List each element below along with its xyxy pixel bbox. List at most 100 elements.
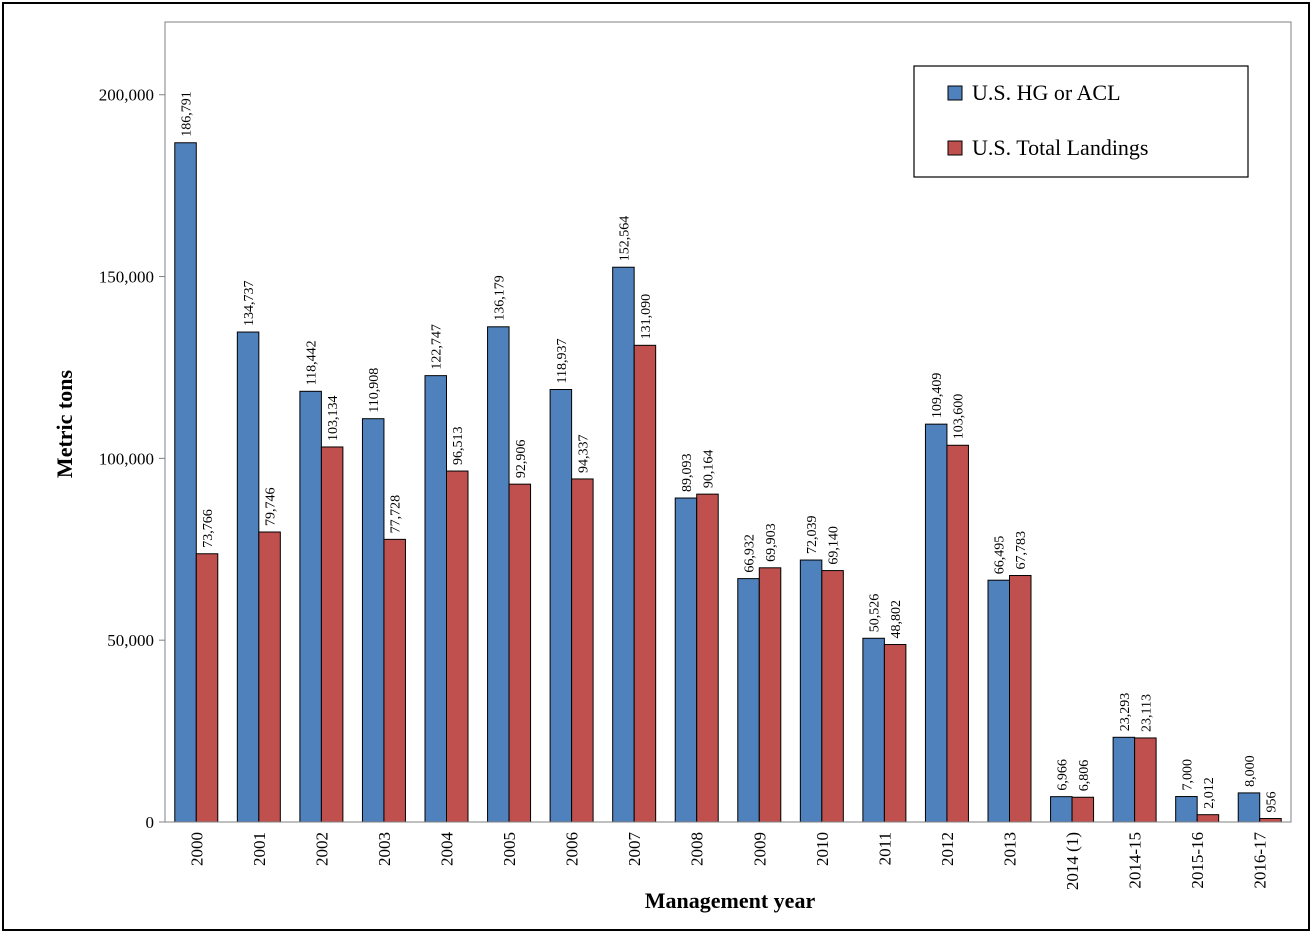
data-label: 103,600 — [952, 394, 967, 440]
legend-box — [913, 65, 1249, 178]
x-tick-label: 2005 — [500, 832, 519, 866]
bar-hg-acl-2016-17 — [1237, 792, 1261, 823]
data-label: 72,039 — [805, 516, 820, 555]
bar-landings-2013 — [1009, 575, 1032, 823]
x-tick-label: 2000 — [187, 832, 206, 866]
data-label: 152,564 — [617, 216, 632, 262]
x-tick-label: 2011 — [875, 832, 894, 865]
data-label: 134,737 — [242, 281, 257, 326]
x-axis-title: Management year — [645, 888, 816, 913]
bar-hg-acl-2000 — [174, 142, 197, 823]
data-label: 110,908 — [367, 368, 382, 413]
x-tick-label: 2013 — [1001, 832, 1020, 866]
data-label: 103,134 — [326, 395, 341, 441]
bar-landings-2012 — [946, 444, 969, 823]
data-label: 8,000 — [1243, 755, 1258, 787]
y-tick-label: 50,000 — [107, 631, 154, 650]
data-label: 67,783 — [1014, 531, 1029, 570]
bar-chart: 0 50,000 100,000 150,000 200,000 186,791 73,7… — [52, 21, 1292, 913]
bar-hg-acl-2012 — [924, 423, 948, 823]
data-label: 131,090 — [639, 294, 654, 340]
data-label: 77,728 — [389, 495, 404, 534]
data-label: 73,766 — [201, 509, 216, 548]
x-tick-label: 2004 — [438, 832, 457, 867]
data-label: 23,113 — [1139, 694, 1154, 732]
data-label: 109,409 — [930, 373, 945, 419]
legend: U.S. HG or ACL U.S. Total Landings — [913, 65, 1249, 178]
data-label: 79,746 — [264, 488, 279, 527]
bar-landings-2011 — [883, 644, 907, 823]
bar-hg-acl-2014-15 — [1112, 736, 1136, 823]
data-label: 66,495 — [993, 536, 1008, 575]
x-tick-label: 2015-16 — [1188, 832, 1207, 889]
data-label: 92,906 — [514, 440, 529, 479]
bar-hg-acl-2009 — [737, 578, 760, 823]
x-tick-label: 2012 — [938, 832, 957, 866]
data-label: 6,806 — [1077, 760, 1092, 792]
data-label: 118,937 — [555, 339, 570, 384]
data-label: 136,179 — [492, 275, 507, 321]
y-tick-label: 0 — [146, 813, 155, 832]
bar-hg-acl-2002 — [299, 390, 322, 823]
bar-landings-2014-1- — [1071, 796, 1095, 823]
data-label: 94,337 — [576, 434, 591, 473]
x-tick-label: 2003 — [375, 832, 394, 866]
bar-hg-acl-2006 — [549, 389, 573, 823]
data-label: 89,093 — [680, 454, 695, 493]
x-tick-label: 2010 — [813, 832, 832, 866]
data-labels: 186,791 73,766 134,737 79,746 118,442 103,134… — [180, 91, 1280, 812]
data-label: 96,513 — [451, 427, 466, 466]
bars — [174, 142, 1282, 823]
legend-label: U.S. HG or ACL — [972, 80, 1121, 105]
bar-landings-2004 — [446, 470, 469, 823]
bar-landings-2009 — [758, 567, 782, 823]
data-label: 7,000 — [1180, 759, 1195, 791]
bar-landings-2003 — [383, 538, 406, 823]
data-label: 2,012 — [1202, 777, 1217, 809]
x-tick-label: 2001 — [250, 832, 269, 866]
bar-landings-2002 — [320, 446, 344, 823]
bar-hg-acl-2007 — [612, 266, 635, 823]
bar-hg-acl-2010 — [799, 559, 823, 823]
bar-landings-2007 — [633, 344, 657, 823]
data-label: 90,164 — [701, 450, 716, 489]
bar-landings-2015-16 — [1196, 814, 1220, 823]
bar-landings-2014-15 — [1134, 737, 1157, 823]
data-label: 956 — [1264, 792, 1279, 813]
data-label: 122,747 — [430, 324, 445, 370]
bar-hg-acl-2008 — [674, 497, 698, 823]
bar-hg-acl-2015-16 — [1175, 796, 1198, 823]
bar-hg-acl-2003 — [361, 418, 385, 823]
data-label: 6,966 — [1055, 759, 1070, 791]
y-axis-title: Metric tons — [52, 370, 77, 479]
data-label: 118,442 — [305, 340, 320, 385]
bar-hg-acl-2013 — [987, 579, 1010, 823]
x-tick-label: 2016-17 — [1251, 832, 1270, 889]
bar-hg-acl-2001 — [236, 331, 260, 823]
x-tick-label: 2008 — [688, 832, 707, 866]
x-tick-label: 2014 (1) — [1063, 832, 1082, 890]
bar-hg-acl-2011 — [862, 637, 885, 823]
x-tick-label: 2007 — [625, 832, 644, 867]
bar-landings-2006 — [571, 478, 594, 823]
x-tick-label: 2002 — [312, 832, 331, 866]
data-label: 69,140 — [827, 526, 842, 565]
y-tick-label: 200,000 — [99, 86, 154, 105]
x-tick-label: 2006 — [563, 832, 582, 866]
data-label: 50,526 — [868, 594, 883, 633]
x-axis: 2000 2001 2002 2003 2004 2005 2006 2007 2008 2009… — [187, 832, 1269, 891]
data-label: 69,903 — [764, 523, 779, 562]
legend-label: U.S. Total Landings — [972, 135, 1149, 160]
legend-swatch — [947, 85, 963, 101]
data-label: 186,791 — [180, 91, 195, 137]
bar-hg-acl-2014-1- — [1050, 796, 1073, 823]
bar-hg-acl-2005 — [487, 326, 510, 823]
bar-landings-2001 — [258, 531, 281, 823]
x-tick-label: 2014-15 — [1126, 832, 1145, 889]
bar-landings-2008 — [696, 493, 719, 823]
bar-landings-2010 — [821, 570, 844, 823]
data-label: 48,802 — [889, 600, 904, 639]
y-axis: 0 50,000 100,000 150,000 200,000 — [99, 86, 165, 832]
data-label: 23,293 — [1118, 693, 1133, 732]
